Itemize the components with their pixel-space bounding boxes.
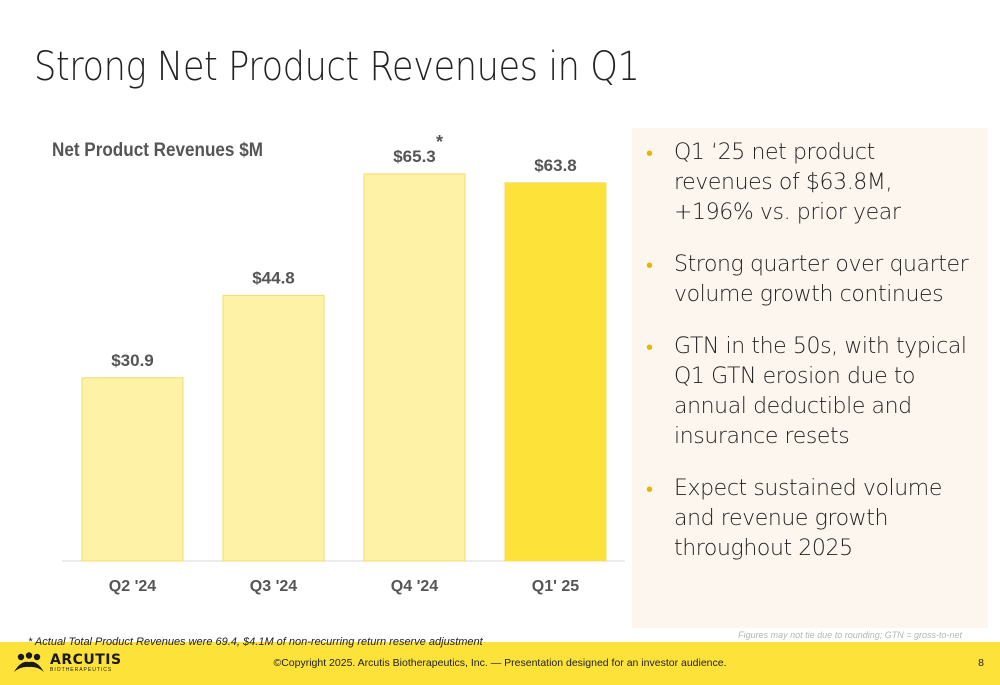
bar-value-label: $65.3 xyxy=(393,147,436,166)
company-logo: ARCUTIS BIOTHERAPEUTICS xyxy=(12,652,122,674)
footnote: * Actual Total Product Revenues were 69.… xyxy=(28,636,483,648)
x-tick-label: Q3 '24 xyxy=(250,578,297,595)
x-tick-label: Q1' 25 xyxy=(532,578,579,595)
page-number: 8 xyxy=(978,657,984,669)
bar-value-label: $30.9 xyxy=(111,351,154,370)
bullet-item: Q1 ‘25 net product revenues of $63.8M, +… xyxy=(646,138,976,228)
bar-value-label: $63.8 xyxy=(534,156,577,175)
bar xyxy=(504,182,607,562)
bullet-item: Strong quarter over quarter volume growt… xyxy=(646,250,976,310)
bar xyxy=(81,377,184,562)
copyright-text: ©Copyright 2025. Arcutis Biotherapeutics… xyxy=(273,657,727,669)
people-logo-icon xyxy=(14,652,44,672)
bullet-item: Expect sustained volume and revenue grow… xyxy=(646,474,976,564)
logo-subtitle: BIOTHERAPEUTICS xyxy=(50,667,113,673)
bar xyxy=(222,294,325,562)
summary-panel: Q1 ‘25 net product revenues of $63.8M, +… xyxy=(632,128,988,640)
revenue-bar-chart: $30.9 Q2 '24 $44.8 Q3 '24 $65.3 Q4 '24 * $63.8 Q… xyxy=(62,132,625,595)
bullet-list: Q1 ‘25 net product revenues of $63.8M, +… xyxy=(646,138,976,586)
bar xyxy=(363,173,466,562)
page-title: Strong Net Product Revenues in Q1 xyxy=(34,44,640,90)
x-tick-label: Q4 '24 xyxy=(391,578,438,595)
footer-bar: ARCUTIS BIOTHERAPEUTICS ©Copyright 2025.… xyxy=(0,642,1000,685)
rounding-note: Figures may not tie due to rounding; GTN… xyxy=(738,630,962,640)
chart-title: Net Product Revenues $M xyxy=(52,140,263,161)
bullet-item: GTN in the 50s, with typical Q1 GTN eros… xyxy=(646,332,976,452)
x-tick-label: Q2 '24 xyxy=(109,578,156,595)
bar-annotation: * xyxy=(436,132,443,152)
logo-wordmark: ARCUTIS xyxy=(50,652,122,668)
bar-value-label: $44.8 xyxy=(252,268,295,287)
